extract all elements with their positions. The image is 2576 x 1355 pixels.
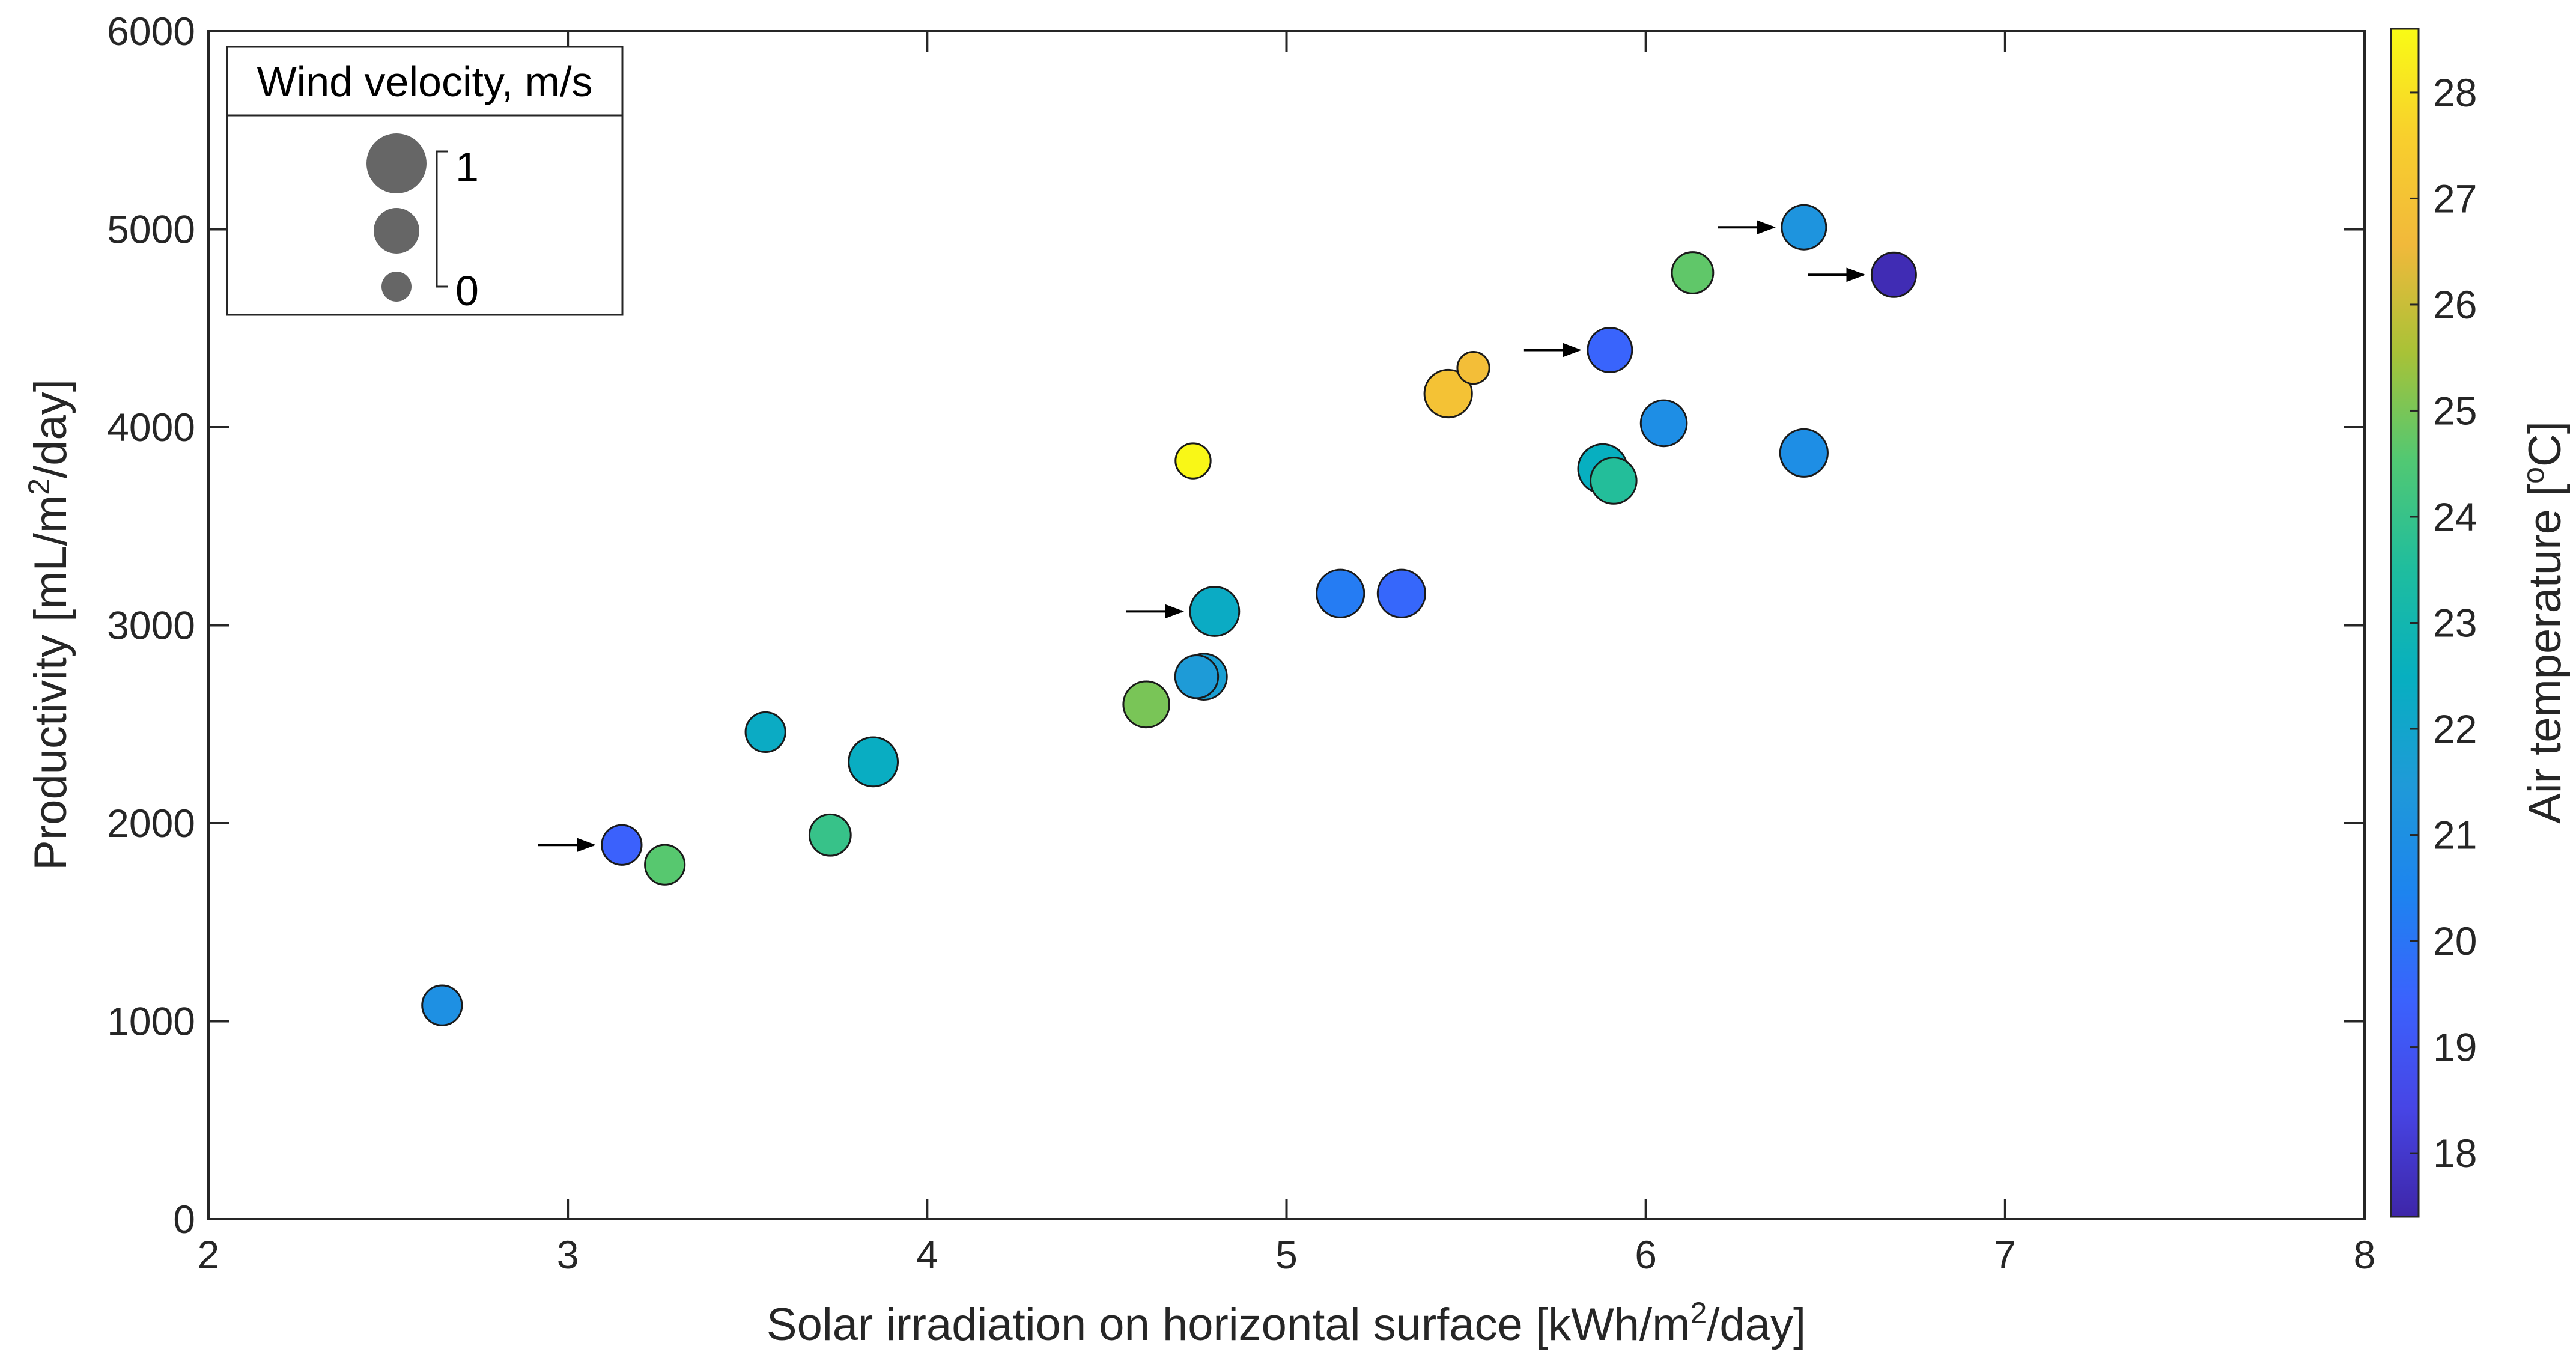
data-point [808, 813, 852, 857]
size-legend-small-marker [381, 272, 412, 302]
colorbar-tick-label: 27 [2433, 176, 2477, 221]
x-tick-label: 2 [198, 1232, 220, 1277]
data-point [1122, 680, 1171, 729]
data-point [1189, 586, 1241, 637]
colorbar-tick-label: 25 [2433, 388, 2477, 433]
y-tick-label: 0 [173, 1197, 195, 1241]
size-legend-title: Wind velocity, m/s [257, 58, 593, 105]
x-axis-ticks: 2 3 4 5 6 7 8 [198, 31, 2376, 1277]
x-tick-label: 4 [916, 1232, 938, 1277]
size-legend: Wind velocity, m/s 1 0 [226, 46, 624, 316]
colorbar-tick-label: 18 [2433, 1131, 2477, 1175]
data-points [421, 204, 1917, 1026]
colorbar-tick-label: 21 [2433, 813, 2477, 857]
size-legend-max-label: 1 [455, 144, 479, 190]
colorbar-tick-label: 24 [2433, 495, 2477, 539]
x-tick-label: 8 [2354, 1232, 2376, 1277]
data-point [601, 824, 643, 866]
annotation-arrows [538, 220, 1866, 853]
data-point [644, 844, 686, 886]
data-point [1639, 399, 1688, 448]
y-tick-label: 4000 [107, 405, 195, 449]
data-point [421, 984, 463, 1026]
data-point [1779, 428, 1829, 478]
colorbar: 18 19 20 21 22 23 24 25 26 27 28 Air temperature [… [2390, 28, 2571, 1218]
colorbar-label: Air temperature [oC] [2517, 421, 2571, 824]
data-point [1587, 326, 1633, 373]
data-point [1174, 442, 1212, 480]
size-legend-medium-marker [374, 208, 419, 254]
x-tick-label: 3 [557, 1232, 579, 1277]
data-point [1456, 351, 1490, 385]
y-axis-label: Productivity [mL/m2/day] [22, 379, 76, 871]
y-tick-label: 5000 [107, 207, 195, 252]
colorbar-tick-label: 26 [2433, 282, 2477, 327]
data-point [1671, 251, 1715, 294]
data-point [1376, 568, 1427, 618]
colorbar-ticks: 18 19 20 21 22 23 24 25 26 27 28 [2410, 70, 2477, 1175]
size-legend-bracket [436, 150, 448, 288]
colorbar-tick-label: 22 [2433, 707, 2477, 751]
y-axis-ticks: 0 1000 2000 3000 4000 5000 6000 [107, 9, 2365, 1241]
colorbar-tick-label: 28 [2433, 70, 2477, 115]
y-tick-label: 3000 [107, 603, 195, 648]
x-tick-label: 6 [1635, 1232, 1657, 1277]
data-point [848, 736, 899, 788]
size-legend-min-label: 0 [455, 267, 479, 314]
x-tick-label: 7 [1994, 1232, 2016, 1277]
colorbar-tick-label: 20 [2433, 919, 2477, 963]
x-tick-label: 5 [1275, 1232, 1298, 1277]
y-tick-label: 6000 [107, 9, 195, 53]
data-point [1590, 457, 1638, 505]
data-point [1316, 568, 1365, 618]
size-legend-large-marker [366, 133, 427, 193]
data-point [1174, 654, 1220, 699]
y-tick-label: 2000 [107, 801, 195, 845]
y-tick-label: 1000 [107, 999, 195, 1044]
size-legend-box [226, 46, 624, 316]
colorbar-tick-label: 23 [2433, 601, 2477, 645]
x-axis-label: Solar irradiation on horizontal surface … [767, 1296, 1806, 1350]
data-point [1781, 204, 1827, 251]
data-point [744, 711, 786, 754]
data-point [1870, 251, 1917, 298]
colorbar-tick-label: 19 [2433, 1025, 2477, 1070]
data-point [1423, 368, 1473, 419]
